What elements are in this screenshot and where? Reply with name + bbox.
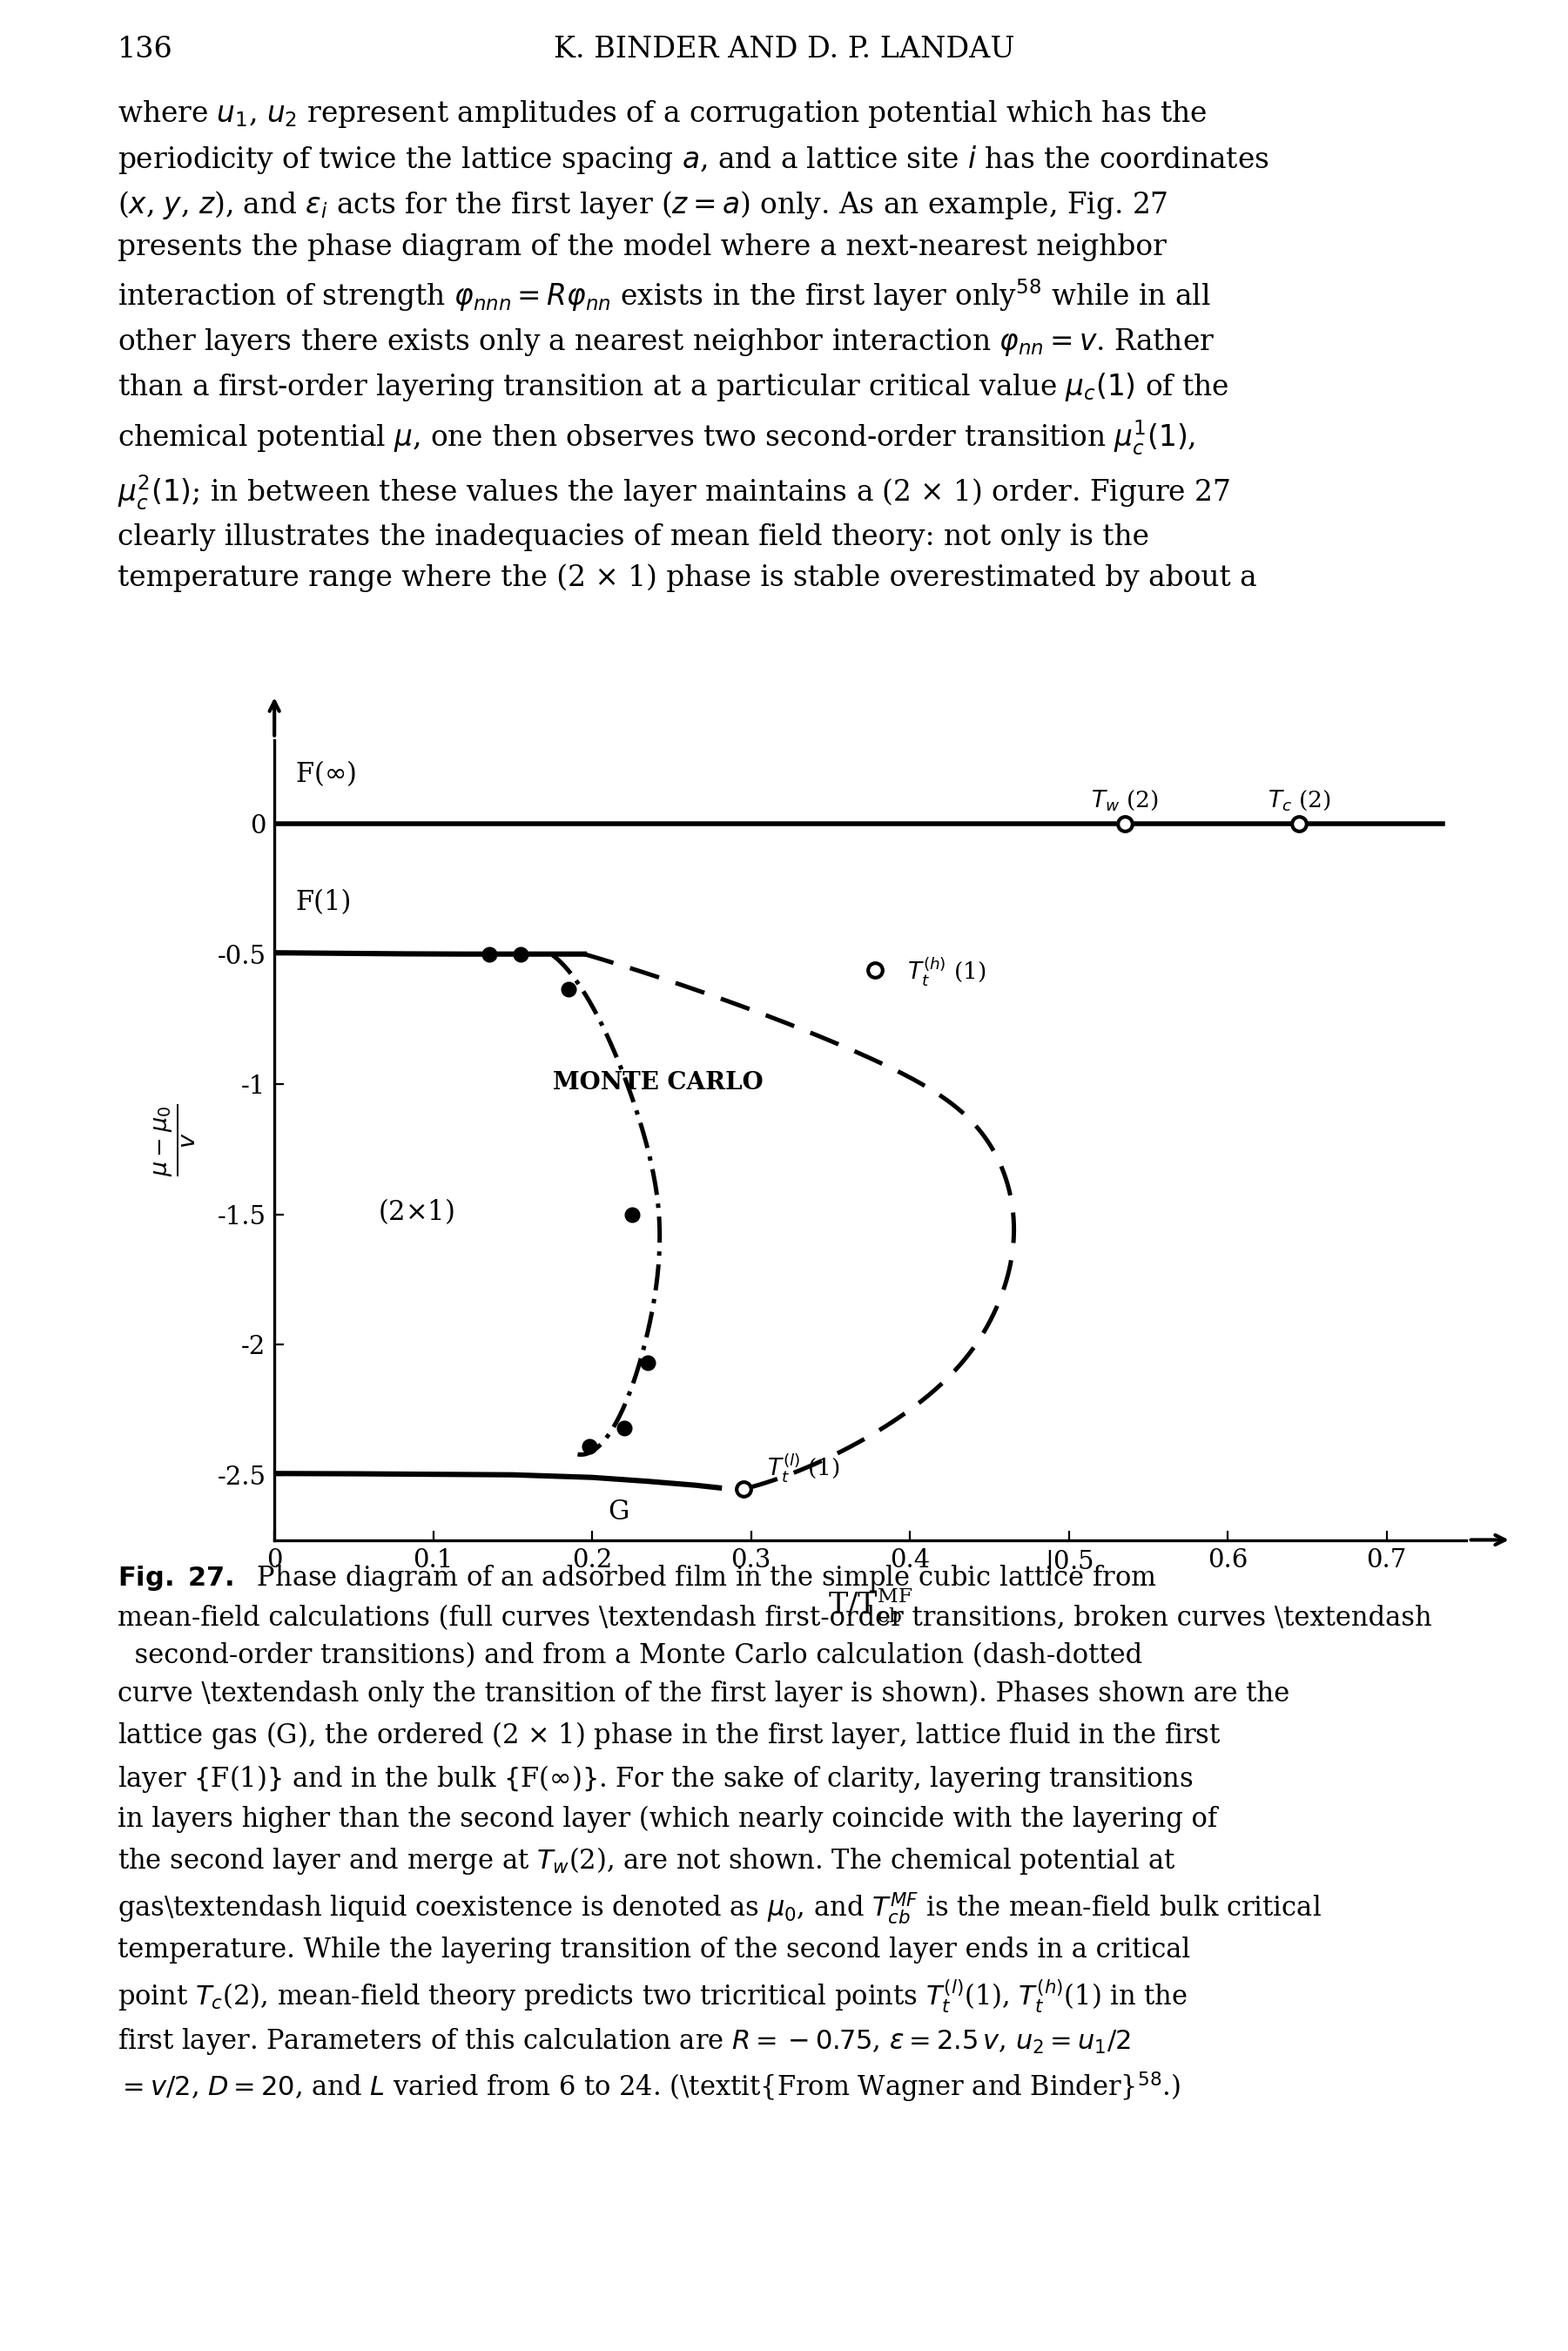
Text: $T_c$ (2): $T_c$ (2) [1267,788,1331,813]
Text: $\bf{Fig.\ 27.}$  Phase diagram of an adsorbed film in the simple cubic lattice : $\bf{Fig.\ 27.}$ Phase diagram of an ads… [118,1563,1432,2104]
Text: $T_t^{(h)}$ (1): $T_t^{(h)}$ (1) [906,957,986,987]
Text: K. BINDER AND D. P. LANDAU: K. BINDER AND D. P. LANDAU [554,35,1014,63]
Text: where $u_1$, $u_2$ represent amplitudes of a corrugation potential which has the: where $u_1$, $u_2$ represent amplitudes … [118,99,1269,592]
Text: F(1): F(1) [295,889,351,917]
Text: $T_w$ (2): $T_w$ (2) [1091,788,1159,813]
Text: G: G [608,1498,629,1526]
X-axis label: T/T$_{\mathregular{cb}}^{\mathregular{MF}}$: T/T$_{\mathregular{cb}}^{\mathregular{MF… [828,1587,913,1625]
Text: (2$\times$1): (2$\times$1) [378,1197,455,1225]
Text: 136: 136 [118,35,172,63]
Text: MONTE CARLO: MONTE CARLO [552,1072,764,1096]
Text: $T_t^{(l)}$ (1): $T_t^{(l)}$ (1) [767,1453,840,1483]
Y-axis label: $\frac{\mu - \mu_0}{v}$: $\frac{\mu - \mu_0}{v}$ [152,1105,198,1176]
Text: F($\infty$): F($\infty$) [295,759,356,788]
